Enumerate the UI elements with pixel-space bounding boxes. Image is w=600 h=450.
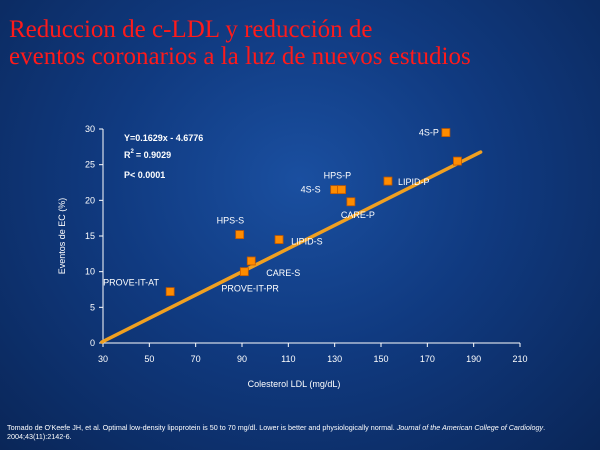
data-point <box>235 230 245 239</box>
data-point <box>441 128 451 137</box>
x-tick-label: 70 <box>191 354 201 364</box>
point-label: 4S-S <box>301 185 321 195</box>
data-point <box>239 267 249 277</box>
title-line-2: eventos coronarios a la luz de nuevos es… <box>9 43 471 70</box>
point-label: CARE-S <box>266 268 300 278</box>
chart-axes: 0 5 10 15 20 25 30 30 50 70 90 110 130 150 170 190 210 <box>85 124 528 364</box>
x-tick-label: 130 <box>327 354 342 364</box>
regression-equation: Y=0.1629x - 4.6776 <box>124 133 203 143</box>
title-line-1: Reduccion de c-LDL y reducción de <box>9 16 373 43</box>
y-tick-label: 15 <box>85 231 95 241</box>
r-squared-value: = 0.9029 <box>136 150 171 160</box>
footnote-journal: Journal of the American College of Cardi… <box>396 423 544 432</box>
r-squared-exp: 2 <box>131 149 135 155</box>
x-axis-label: Colesterol LDL (mg/dL) <box>248 379 341 389</box>
data-point <box>246 256 256 266</box>
y-axis-label: Eventos de EC (%) <box>57 198 67 275</box>
data-point <box>453 156 462 166</box>
r-squared: R2 = 0.9029 <box>124 149 171 160</box>
y-tick-label: 25 <box>85 160 95 170</box>
data-point <box>165 287 175 297</box>
regression-line <box>100 150 483 344</box>
footnote-text: Tomado de O'Keefe JH, et al. Optimal low… <box>7 423 397 432</box>
x-tick-label: 50 <box>144 354 154 364</box>
x-tick-label: 210 <box>512 354 527 364</box>
point-label: CARE-P <box>341 210 375 220</box>
point-label: PROVE-IT-PR <box>221 284 279 294</box>
data-point <box>346 197 356 207</box>
x-tick-label: 30 <box>98 354 108 364</box>
point-label: HPS-S <box>217 216 245 226</box>
regression-annotation: Y=0.1629x - 4.6776 R2 = 0.9029 P< 0.0001 <box>124 133 203 180</box>
footnote-citation: . 2004;43(11):2142-6. <box>7 423 546 441</box>
r-squared-prefix: R <box>124 150 131 160</box>
point-label: HPS-P <box>324 171 352 181</box>
point-label: PROVE-IT-AT <box>103 278 159 288</box>
point-label: LIPID-S <box>291 237 323 247</box>
x-tick-label: 190 <box>466 354 481 364</box>
data-points <box>165 128 462 297</box>
y-tick-label: 20 <box>85 195 95 205</box>
slide-title: Reduccion de c-LDL y reducción de evento… <box>9 16 594 70</box>
y-tick-label: 0 <box>90 338 95 348</box>
y-tick-label: 5 <box>90 302 95 312</box>
point-labels: PROVE-IT-AT PROVE-IT-PR CARE-S HPS-S LIPID-S… <box>103 128 439 294</box>
y-tick-label: 30 <box>85 124 95 134</box>
footnote: Tomado de O'Keefe JH, et al. Optimal low… <box>7 423 597 441</box>
data-point <box>337 185 347 195</box>
data-point <box>383 176 393 186</box>
x-tick-label: 170 <box>420 354 435 364</box>
x-tick-label: 150 <box>373 354 388 364</box>
regression-line-group <box>100 150 483 344</box>
y-tick-label: 10 <box>85 267 95 277</box>
data-point <box>274 235 284 244</box>
x-tick-label: 90 <box>237 354 247 364</box>
point-label: LIPID-P <box>398 177 430 187</box>
p-value: P< 0.0001 <box>124 170 165 180</box>
x-tick-label: 110 <box>281 354 295 364</box>
point-label: 4S-P <box>419 128 439 138</box>
